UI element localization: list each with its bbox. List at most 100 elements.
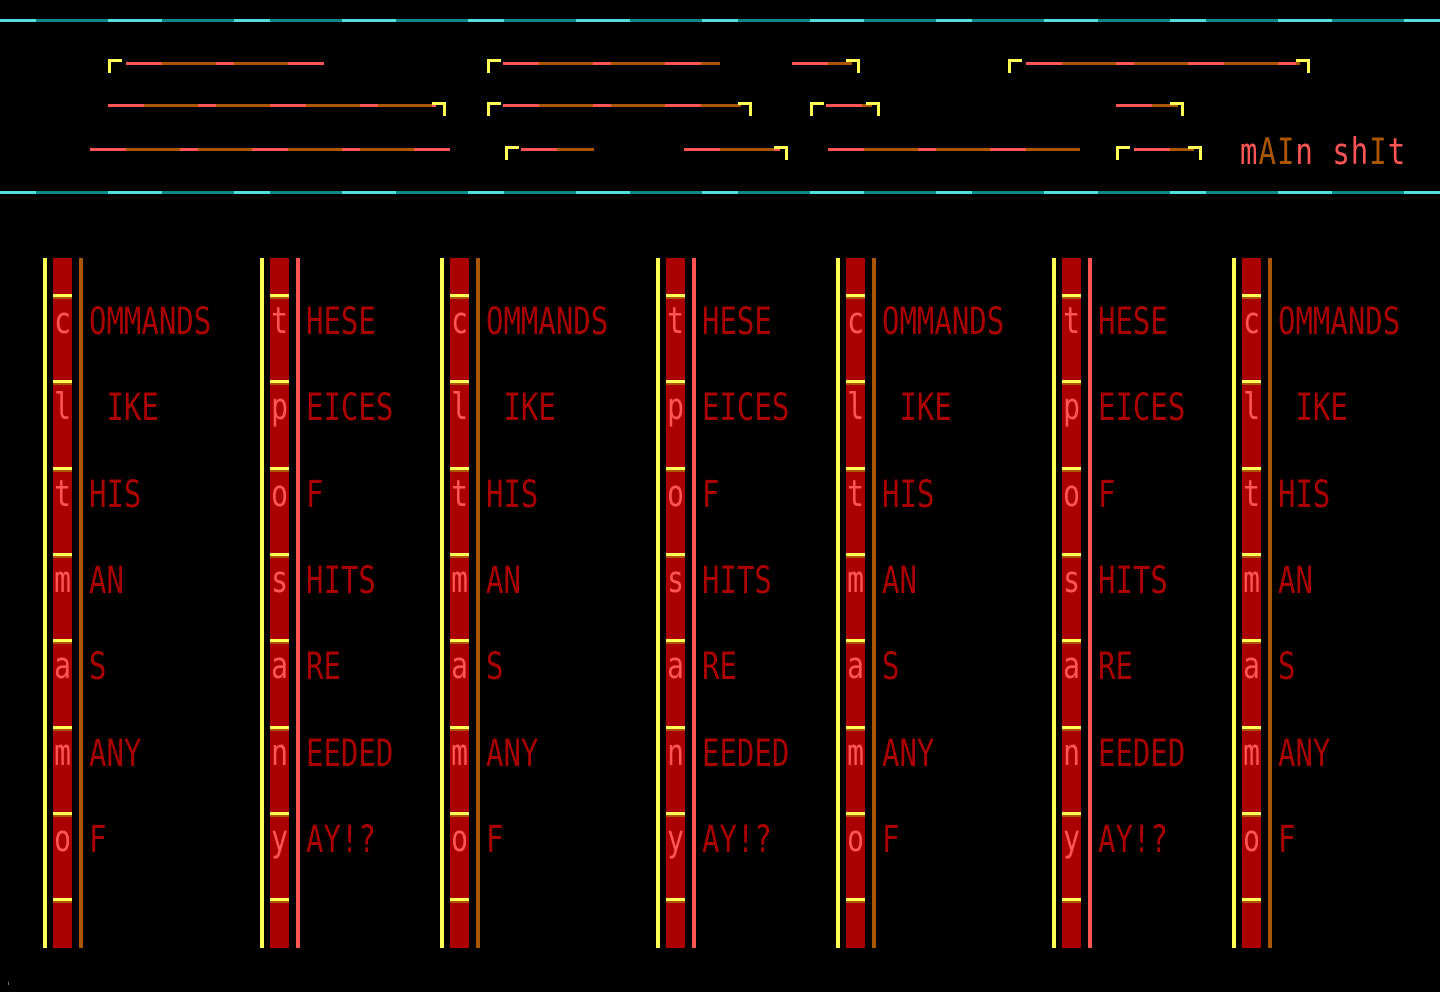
tick-mark [846,380,865,386]
initial-letter: t [1243,471,1260,515]
tick-mark [1062,294,1081,299]
header-line [1134,148,1194,151]
tick-mark [53,380,72,386]
tick-mark [1242,811,1261,817]
tick-mark [1242,898,1261,904]
red-bar [53,258,72,948]
yellow-rule [1052,258,1056,948]
word: S [1278,644,1296,689]
tick-mark [450,725,469,731]
initial-letter: m [451,730,468,774]
initial-letter: a [451,644,468,688]
initial-letter: m [54,730,71,774]
word: AY!? [1098,816,1168,861]
tick-mark [270,380,289,386]
tick-mark [1062,552,1081,558]
tick-mark [53,811,72,817]
initial-letter: y [667,816,684,860]
initial-letter: m [1243,730,1260,774]
tick-mark [450,552,469,558]
tick-mark [1242,725,1261,731]
word: IKE [89,385,159,430]
page-title: mAIn shIt [1240,130,1407,173]
word: HESE [1098,298,1168,344]
yellow-rule [43,258,47,948]
initial-letter: l [54,385,71,429]
initial-letter: o [847,816,864,860]
tick-mark [270,811,289,817]
tick-mark [666,552,685,558]
tick-mark [846,898,865,904]
initial-letter: t [451,471,468,515]
tick-mark [666,380,685,386]
word: EEDED [702,730,790,775]
tick-mark [666,466,685,472]
side-rule [1088,258,1092,948]
word: EICES [702,385,790,430]
word: RE [702,644,737,689]
initial-letter: n [271,730,288,774]
bracket-corner [738,102,752,116]
bracket-corner [1296,59,1310,73]
initial-letter: s [1063,557,1080,601]
word: S [89,644,107,689]
bracket-corner [432,102,446,116]
word: AN [486,557,521,602]
word: HITS [306,557,376,602]
tick-mark [53,725,72,731]
initial-letter: n [667,730,684,774]
side-rule [296,258,300,948]
tick-mark [1062,725,1081,731]
tick-mark [846,639,865,645]
word: HIS [882,471,935,516]
word: EEDED [1098,730,1186,775]
tick-mark [450,294,469,299]
word: IKE [1278,385,1348,430]
bracket-corner [1170,102,1184,116]
word: ANY [486,730,539,775]
word: HITS [1098,557,1168,602]
initial-letter: p [271,385,288,429]
header-line [826,104,872,107]
corner-mark: ˌ [5,972,13,986]
initial-letter: y [271,816,288,860]
red-bar [450,258,469,948]
tick-mark [1062,466,1081,472]
side-rule [1268,258,1272,948]
initial-letter: o [1063,471,1080,515]
word: HESE [306,298,376,344]
initial-letter: c [451,299,468,342]
header-line [828,148,1080,151]
initial-letter: a [1063,644,1080,688]
initial-letter: o [54,816,71,860]
word: IKE [486,385,556,430]
header-line [792,62,852,65]
bracket-corner [487,59,501,73]
tick-mark [666,811,685,817]
header-divider [0,191,1440,194]
initial-letter: a [667,644,684,688]
tick-mark [53,639,72,645]
initial-letter: m [1243,557,1260,601]
tick-mark [450,380,469,386]
tick-mark [270,639,289,645]
bracket-corner [108,59,122,73]
word: RE [1098,644,1133,689]
tick-mark [1242,639,1261,645]
red-bar [666,258,685,948]
initial-letter: y [1063,816,1080,860]
tick-mark [1242,294,1261,299]
word: HIS [1278,471,1331,516]
tick-mark [1242,552,1261,558]
initial-letter: o [451,816,468,860]
word: F [306,471,324,516]
bracket-corner [1116,146,1130,160]
initial-letter: t [271,299,288,342]
tick-mark [1242,380,1261,386]
header-line [108,104,436,107]
word: HIS [486,471,539,516]
initial-letter: m [54,557,71,601]
yellow-rule [836,258,840,948]
initial-letter: l [451,385,468,429]
initial-letter: p [667,385,684,429]
